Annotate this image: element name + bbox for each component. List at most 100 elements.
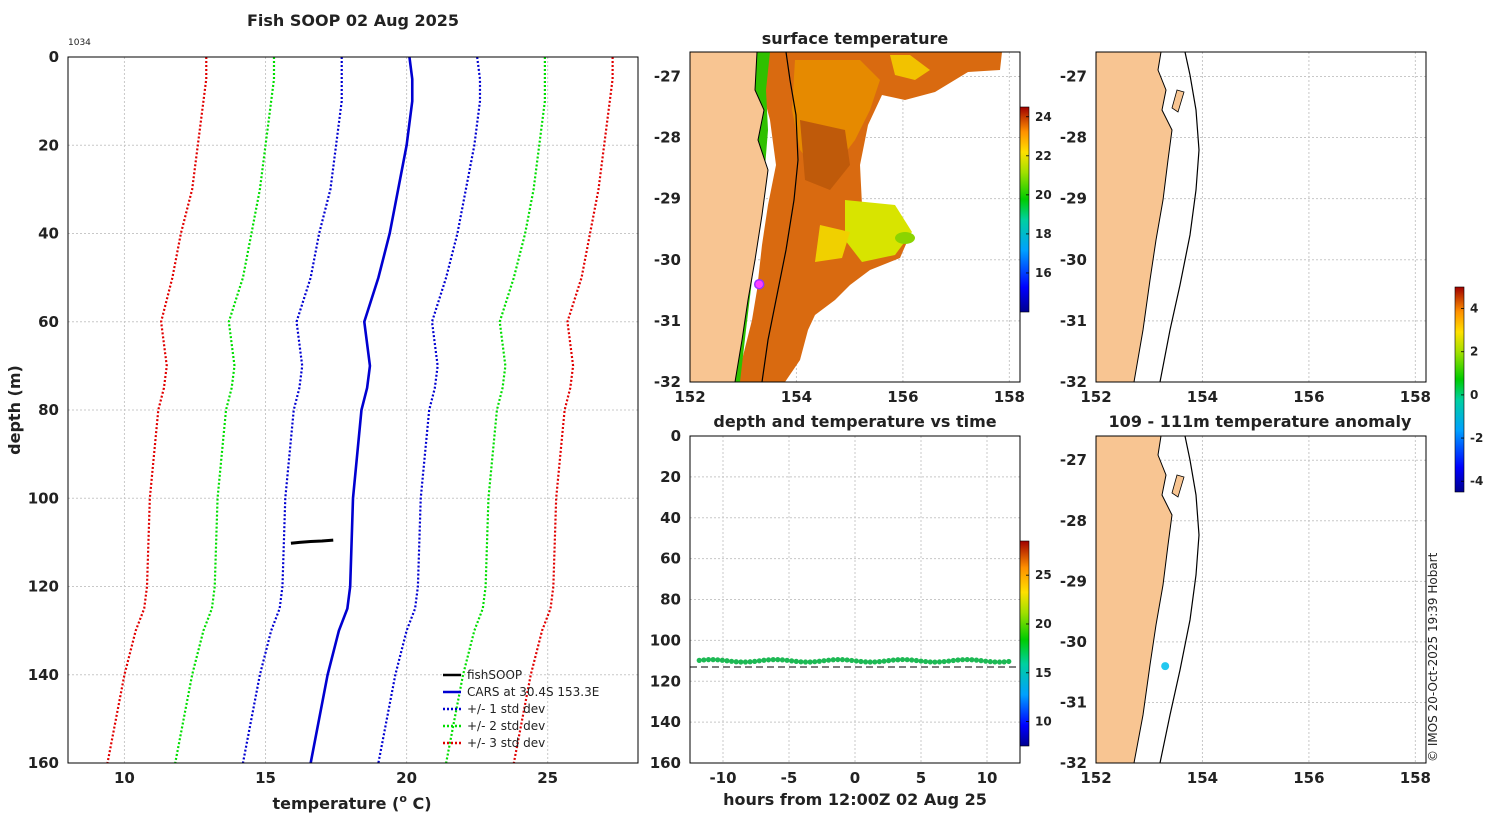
time-series-colorbar [1019,540,1030,747]
time-series-point [1006,658,1012,665]
time-series-point [752,658,758,664]
anomaly-colorbar-tick-label: -4 [1470,474,1483,488]
time-series-y-tick-label: 100 [650,631,681,649]
sst-x-tick-label: 158 [994,388,1025,406]
empty-map-x-tick-label: 156 [1293,388,1324,406]
time-series-y-ticks: 0 20 40 60 80 100 120 140 160 [650,427,681,772]
anomaly-map-land [1095,435,1173,764]
sst-x-tick-label: 156 [887,388,918,406]
empty-map-x-ticks: 152 154 156 158 [1080,388,1431,406]
profile-line--2-std [174,57,276,764]
anomaly-colorbar-tick-label: 2 [1470,345,1478,359]
time-series-point [936,659,943,665]
time-series-point [946,658,952,664]
anomaly-map-y-tick-label: -31 [1060,693,1087,711]
empty-map-land [1095,51,1173,383]
time-series-grid [690,435,1020,764]
sst-yellow-patch-2 [815,225,850,262]
fishsoop-line [290,538,334,545]
time-series-point [909,657,915,663]
profile-x-tick-label: 10 [114,769,135,787]
time-series-point [839,657,846,663]
x-label-text: temperature ( [272,794,399,813]
anomaly-colorbar-tick-label: 4 [1470,302,1478,316]
time-series-point [904,657,910,663]
anomaly-map-y-tick-label: -30 [1060,633,1087,651]
time-series-point [770,657,776,663]
sst-y-tick-label: -31 [654,312,681,330]
anomaly-colorbar-ticks: -4 -2 0 2 4 [1461,302,1483,488]
profile-y-tick-label: 140 [28,666,59,684]
time-series-point [733,659,739,665]
sst-x-ticks: 152 154 156 158 [674,388,1025,406]
time-series-point [992,659,998,665]
time-series-point [710,657,716,663]
time-series-point [835,656,841,663]
empty-map-y-tick-label: -31 [1060,312,1087,330]
time-series-point [756,658,762,664]
sst-x-tick-label: 154 [781,388,812,406]
anomaly-map-island [1171,474,1185,498]
time-series-point [696,657,702,663]
time-series-y-tick-label: 80 [660,591,681,609]
sst-north-patch [890,55,930,80]
profile-line--1-std [377,56,482,764]
profile-y-tick-label: 0 [49,48,59,66]
sst-yellow-patch [845,200,912,262]
profile-line-cars-at-30-4s-153-3e [309,56,414,764]
time-series-colorbar-tick-label: 15 [1035,666,1052,680]
profile-x-tick-label: 15 [255,769,276,787]
time-series-point [932,659,938,665]
time-series-point [705,657,712,663]
sst-colorbar-ticks: 16 18 20 22 24 [1026,110,1052,280]
time-series-point [728,658,735,664]
anomaly-map-x-tick-label: 158 [1400,769,1431,787]
time-series-point [779,657,786,663]
anomaly-map-panel: 109 - 111m temperature anomaly 152 154 156… [1060,286,1483,787]
time-series-point [964,656,970,663]
time-series-point [821,658,827,664]
x-label-tail: C) [407,794,432,813]
time-series-colorbar-ticks: 10 15 20 25 [1026,568,1052,729]
sst-position-marker [753,278,765,290]
time-series-point [802,659,809,665]
time-series-x-tick-label: 0 [850,769,860,787]
time-series-point [775,657,781,663]
empty-map-panel: 152 154 156 158 -27 -28 -29 -30 -31 -32 [1060,51,1431,406]
time-series-data [690,656,1020,668]
time-series-colorbar-tick-label: 25 [1035,568,1052,582]
sst-hot-patch [800,120,850,190]
anomaly-map-x-tick-label: 156 [1293,769,1324,787]
time-series-x-label: hours from 12:00Z 02 Aug 25 [723,790,987,809]
time-series-point [747,659,753,665]
time-series-point [862,659,869,665]
time-series-point [890,657,896,663]
empty-map-y-ticks: -27 -28 -29 -30 -31 -32 [1060,67,1087,391]
time-series-point [913,657,919,664]
time-series-point [996,659,1003,665]
anomaly-map-title: 109 - 111m temperature anomaly [1109,412,1412,431]
anomaly-map-y-tick-label: -28 [1060,512,1087,530]
profile-y-tick-label: 60 [38,313,59,331]
profile-title: Fish SOOP 02 Aug 2025 [247,11,459,30]
time-series-point [973,657,980,663]
sst-y-ticks: -27 -28 -29 -30 -31 -32 [654,67,681,391]
time-series-point [853,658,859,664]
time-series-point [849,657,855,664]
profile-line--3-std [106,57,208,764]
time-series-colorbar-tick-label: 10 [1035,715,1052,729]
time-series-y-tick-label: 120 [650,672,681,690]
time-series-y-tick-label: 160 [650,754,681,772]
profile-y-label: depth (m) [5,365,24,455]
time-series-point [918,658,924,664]
legend-2std: +/- 2 std dev [467,719,545,733]
time-series-point [816,658,822,664]
profile-x-tick-label: 25 [537,769,558,787]
time-series-point [969,657,975,663]
time-series-point [826,657,832,663]
time-series-point [899,656,906,663]
profile-y-tick-label: 100 [28,489,59,507]
empty-map-x-tick-label: 154 [1187,388,1218,406]
sst-x-tick-label: 152 [674,388,705,406]
sst-colorbar [1019,106,1030,313]
